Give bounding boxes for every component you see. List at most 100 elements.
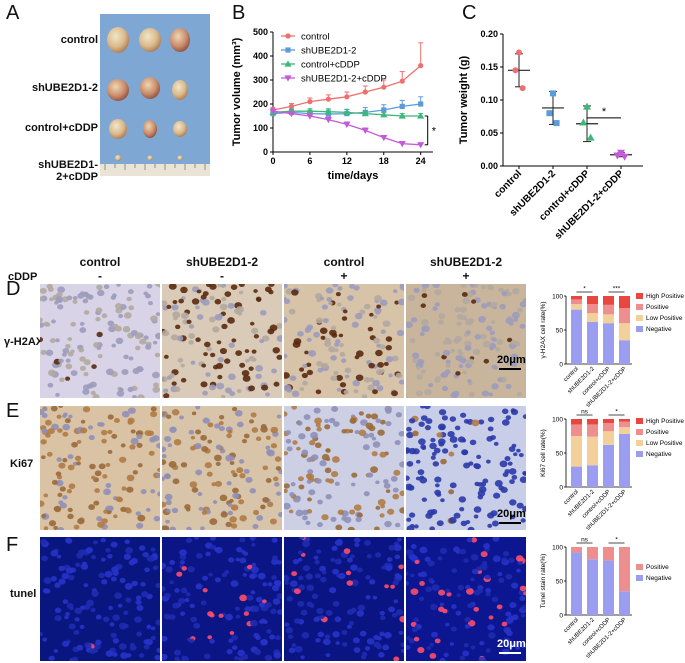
- cell-nucleus: [485, 591, 491, 597]
- cell-nucleus: [416, 624, 422, 629]
- cell-nucleus: [136, 433, 143, 440]
- cell-nucleus: [238, 459, 245, 464]
- cell-nucleus: [328, 587, 337, 594]
- x-tick-label: control: [492, 168, 524, 200]
- cell-nucleus: [162, 562, 166, 570]
- cell-nucleus: [253, 289, 258, 293]
- cell-nucleus: [88, 425, 93, 430]
- cell-nucleus: [462, 297, 471, 305]
- tumor-volume-chart: 0 100 200 300 400 500 0 6 12 18 24 time/days Tumor v…: [231, 27, 437, 182]
- cell-nucleus: [276, 560, 282, 565]
- cell-nucleus: [238, 499, 245, 505]
- cell-nucleus: [448, 489, 455, 495]
- cell-nucleus: [200, 381, 208, 388]
- cell-nucleus: [421, 284, 430, 289]
- cell-nucleus: [120, 443, 126, 448]
- cell-nucleus: [62, 414, 67, 419]
- cell-nucleus: [420, 415, 428, 421]
- cell-nucleus: [473, 589, 481, 596]
- cell-nucleus: [315, 478, 322, 484]
- cell-nucleus: [250, 619, 258, 627]
- cell-nucleus: [80, 419, 86, 424]
- cell-nucleus: [332, 600, 340, 607]
- photo-row-label-sh-cddp: shUBE2D1-2+cDDP: [38, 159, 98, 183]
- cell-nucleus: [379, 344, 386, 350]
- legend-label: control+cDDP: [301, 60, 360, 71]
- cell-nucleus: [445, 588, 451, 593]
- cell-nucleus: [250, 412, 257, 418]
- cell-nucleus: [125, 597, 132, 603]
- y-tick-label: 0.20: [480, 29, 498, 39]
- cell-nucleus: [430, 437, 436, 443]
- cell-nucleus: [360, 419, 368, 426]
- cell-nucleus: [130, 557, 138, 564]
- cell-nucleus: [419, 476, 428, 484]
- cell-nucleus: [319, 296, 325, 301]
- cell-nucleus: [302, 363, 308, 368]
- cell-nucleus: [477, 482, 483, 487]
- cell-nucleus: [317, 499, 323, 505]
- cell-nucleus: [244, 349, 250, 354]
- cell-nucleus: [171, 381, 177, 386]
- ihc-col-control-cddp: control: [323, 255, 365, 269]
- cell-nucleus: [276, 335, 282, 342]
- cell-nucleus: [376, 385, 384, 392]
- cell-nucleus: [478, 656, 487, 661]
- cell-nucleus: [208, 572, 213, 577]
- cell-nucleus: [335, 292, 341, 297]
- cell-nucleus: [298, 484, 305, 490]
- cell-nucleus: [94, 470, 102, 477]
- cell-nucleus: [406, 645, 411, 650]
- cell-nucleus: [328, 346, 336, 353]
- cell-nucleus: [379, 451, 387, 458]
- cell-nucleus: [511, 582, 519, 589]
- x-tick-label: 0: [270, 156, 275, 166]
- cell-nucleus: [162, 388, 169, 394]
- cell-nucleus: [421, 497, 427, 502]
- cell-nucleus: [451, 568, 458, 573]
- cell-nucleus: [227, 302, 235, 309]
- cell-nucleus: [274, 481, 280, 487]
- cell-nucleus: [251, 357, 257, 362]
- cell-nucleus: [206, 471, 213, 477]
- cell-nucleus: [64, 418, 71, 424]
- cell-nucleus: [399, 284, 404, 288]
- cell-nucleus: [171, 304, 179, 311]
- cell-nucleus: [79, 365, 86, 371]
- cell-nucleus: [40, 538, 47, 545]
- cell-nucleus: [325, 478, 331, 483]
- cell-nucleus: [239, 473, 246, 479]
- cell-nucleus: [123, 610, 129, 616]
- cell-nucleus: [344, 367, 352, 374]
- cell-nucleus: [418, 596, 425, 601]
- bar-segment: [603, 547, 614, 561]
- cell-nucleus: [428, 383, 434, 388]
- cell-nucleus: [437, 556, 443, 561]
- cell-nucleus: [315, 637, 321, 643]
- cell-nucleus: [333, 348, 339, 353]
- cell-nucleus: [370, 413, 379, 420]
- cell-nucleus: [128, 356, 134, 361]
- cell-nucleus: [127, 420, 134, 425]
- cell-nucleus: [70, 321, 76, 327]
- cell-nucleus: [413, 524, 419, 529]
- cell-nucleus: [200, 294, 207, 300]
- cell-nucleus: [497, 572, 503, 577]
- cell-nucleus: [54, 607, 62, 614]
- cell-nucleus: [329, 329, 337, 337]
- cell-nucleus: [395, 574, 403, 580]
- cell-nucleus: [121, 369, 129, 376]
- cell-nucleus: [482, 340, 491, 348]
- cell-nucleus: [137, 394, 145, 398]
- legend-label: shUBE2D1-2+cDDP: [301, 74, 387, 85]
- cell-nucleus: [398, 564, 404, 570]
- cell-nucleus: [491, 520, 499, 527]
- cell-nucleus: [470, 645, 476, 650]
- data-point: [546, 110, 553, 117]
- cell-nucleus: [302, 565, 311, 572]
- cell-nucleus: [144, 567, 150, 573]
- cell-nucleus: [180, 377, 187, 383]
- data-point: [516, 49, 522, 56]
- data-point: [381, 107, 387, 113]
- cell-nucleus: [152, 435, 160, 442]
